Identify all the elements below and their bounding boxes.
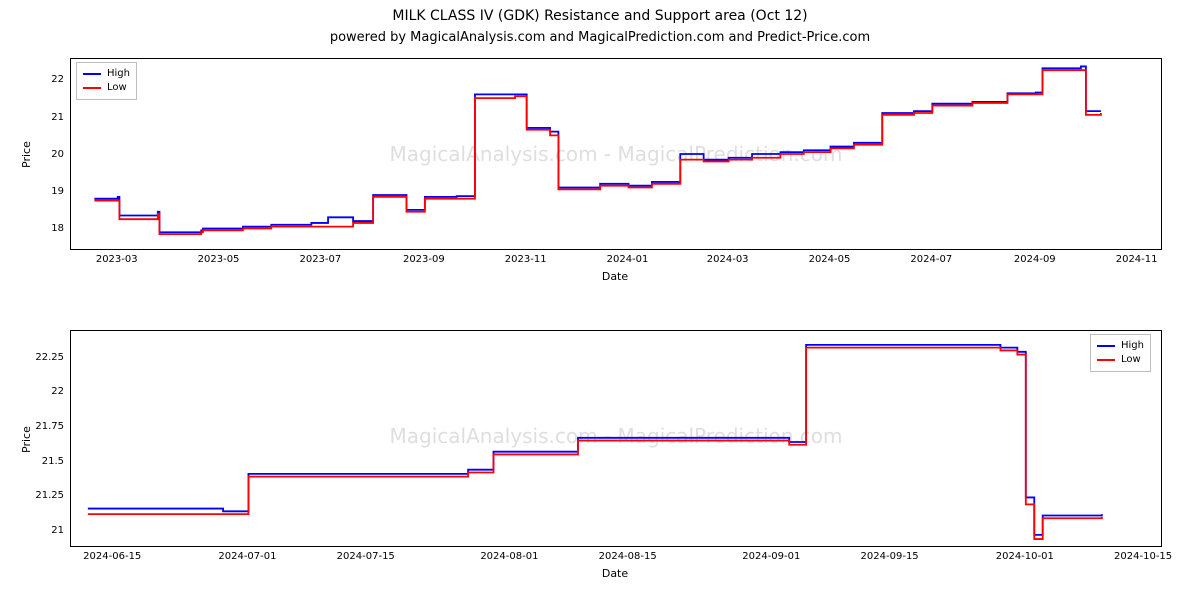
legend-top: HighLow [76, 62, 137, 100]
x-tick-label: 2023-11 [496, 254, 556, 265]
x-tick-label: 2024-08-15 [598, 551, 658, 562]
y-tick-label: 18 [26, 223, 64, 234]
y-tick-label: 19 [26, 186, 64, 197]
y-tick-label: 21.25 [26, 490, 64, 501]
x-tick-label: 2024-01 [598, 254, 658, 265]
legend-label: Low [1121, 353, 1141, 367]
legend-label: Low [107, 81, 127, 95]
x-tick-label: 2024-07-01 [217, 551, 277, 562]
x-axis-label-bottom: Date [70, 567, 1160, 580]
x-tick-label: 2024-11 [1107, 254, 1167, 265]
plot-area-bottom [71, 331, 1161, 546]
x-tick-label: 2024-07-15 [336, 551, 396, 562]
y-tick-label: 21 [26, 525, 64, 536]
x-tick-label: 2023-03 [87, 254, 147, 265]
y-tick-label: 21 [26, 112, 64, 123]
legend-label: High [107, 67, 130, 81]
figure: MILK CLASS IV (GDK) Resistance and Suppo… [0, 0, 1200, 600]
x-tick-label: 2024-07 [901, 254, 961, 265]
legend-bottom: HighLow [1090, 334, 1151, 372]
x-tick-label: 2023-09 [394, 254, 454, 265]
x-tick-label: 2024-09-15 [860, 551, 920, 562]
x-tick-label: 2024-10-15 [1113, 551, 1173, 562]
legend-item: High [1097, 339, 1144, 353]
y-tick-label: 22 [26, 74, 64, 85]
legend-item: Low [1097, 353, 1144, 367]
x-tick-label: 2024-10-01 [995, 551, 1055, 562]
x-tick-label: 2023-07 [290, 254, 350, 265]
x-tick-label: 2024-06-15 [82, 551, 142, 562]
legend-swatch [83, 73, 101, 75]
legend-label: High [1121, 339, 1144, 353]
y-tick-label: 22 [26, 386, 64, 397]
series-line [94, 70, 1101, 234]
x-tick-label: 2024-09 [1005, 254, 1065, 265]
y-tick-label: 20 [26, 149, 64, 160]
series-line [88, 348, 1102, 539]
x-tick-label: 2023-05 [189, 254, 249, 265]
legend-item: Low [83, 81, 130, 95]
y-tick-label: 21.5 [26, 456, 64, 467]
x-tick-label: 2024-08-01 [479, 551, 539, 562]
x-tick-label: 2024-03 [698, 254, 758, 265]
y-tick-label: 21.75 [26, 421, 64, 432]
chart-title: MILK CLASS IV (GDK) Resistance and Suppo… [0, 8, 1200, 24]
series-line [94, 66, 1101, 232]
x-tick-label: 2024-05 [799, 254, 859, 265]
chart-panel-top: MagicalAnalysis.com - MagicalPrediction.… [70, 58, 1162, 250]
y-tick-label: 22.25 [26, 352, 64, 363]
chart-panel-bottom: MagicalAnalysis.com - MagicalPrediction.… [70, 330, 1162, 547]
legend-swatch [1097, 359, 1115, 361]
x-tick-label: 2024-09-01 [741, 551, 801, 562]
legend-item: High [83, 67, 130, 81]
x-axis-label-top: Date [70, 270, 1160, 283]
chart-subtitle: powered by MagicalAnalysis.com and Magic… [0, 30, 1200, 45]
legend-swatch [1097, 345, 1115, 347]
legend-swatch [83, 87, 101, 89]
plot-area-top [71, 59, 1161, 249]
